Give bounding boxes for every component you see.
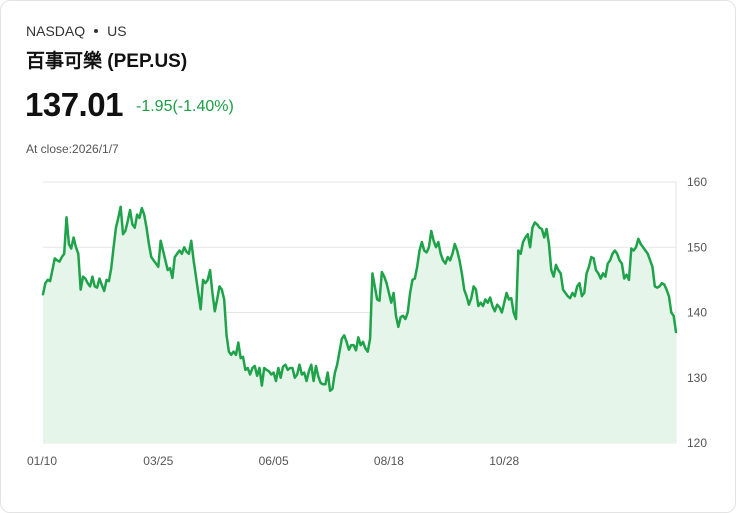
- x-tick-label: 03/25: [143, 454, 173, 468]
- separator-dot-icon: [94, 29, 99, 33]
- x-tick-label: 08/18: [374, 454, 404, 468]
- y-tick-label: 160: [687, 175, 707, 189]
- stock-title: 百事可樂 (PEP.US): [26, 51, 188, 72]
- price-change: -1.95(-1.40%): [136, 98, 234, 115]
- exchange-name: NASDAQ: [26, 23, 86, 39]
- price-line: [41, 205, 678, 393]
- y-tick-label: 130: [687, 371, 707, 385]
- price-area: [43, 206, 676, 443]
- y-tick-label: 120: [687, 436, 707, 450]
- market-name: US: [107, 23, 127, 39]
- y-axis-ticks: 120 130 140 150 160: [687, 175, 707, 450]
- exchange-line: NASDAQ US: [26, 23, 127, 39]
- close-date: At close:2026/1/7: [26, 142, 119, 156]
- x-tick-label: 01/10: [27, 454, 57, 468]
- x-tick-label: 06/05: [259, 454, 289, 468]
- y-tick-label: 140: [687, 306, 707, 320]
- x-tick-label: 10/28: [489, 454, 519, 468]
- y-tick-label: 150: [687, 240, 707, 254]
- x-axis-ticks: 01/10 03/25 06/05 08/18 10/28: [27, 454, 520, 468]
- last-price: 137.01: [25, 86, 123, 123]
